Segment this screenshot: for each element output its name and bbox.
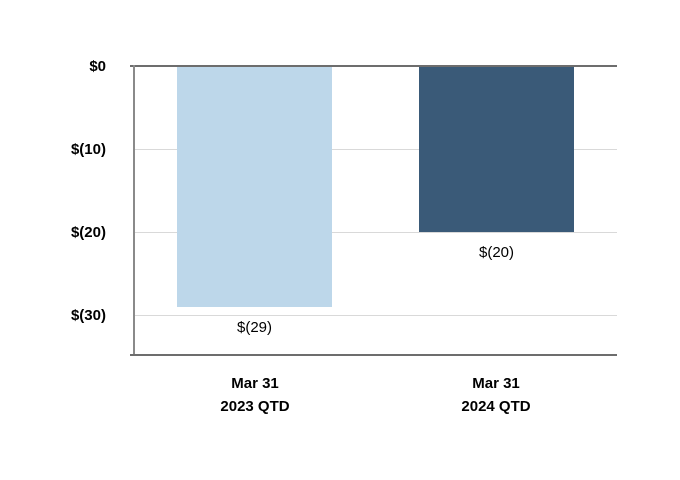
bar-value-label-2024: $(20)	[478, 244, 515, 261]
x-axis-label-2023-line1: Mar 31	[231, 375, 279, 392]
zero-axis-line	[130, 65, 617, 67]
y-axis-tick-label-10: $(10)	[70, 141, 106, 158]
y-axis-tick-label-20: $(20)	[70, 224, 106, 241]
bar-value-label-2023: $(29)	[236, 319, 273, 336]
x-axis-label-2024-qtd: Mar 31 2024 QTD	[376, 372, 616, 418]
y-axis-tick-label-30: $(30)	[70, 307, 106, 324]
gridline-10	[135, 149, 617, 150]
gridline-30	[135, 315, 617, 316]
y-axis-tick-label-0: $0	[89, 58, 106, 75]
plot-bottom-border	[130, 354, 617, 356]
x-axis-label-2024-line2: 2024 QTD	[461, 398, 531, 415]
x-axis-label-2023-line2: 2023 QTD	[220, 398, 290, 415]
x-axis-label-2023-qtd: Mar 31 2023 QTD	[135, 372, 375, 418]
bar-mar-31-2023-qtd[interactable]	[177, 67, 332, 307]
y-axis-line	[133, 65, 135, 356]
bar-mar-31-2024-qtd[interactable]	[419, 67, 574, 232]
gridline-20	[135, 232, 617, 233]
x-axis-label-2024-line1: Mar 31	[472, 375, 520, 392]
